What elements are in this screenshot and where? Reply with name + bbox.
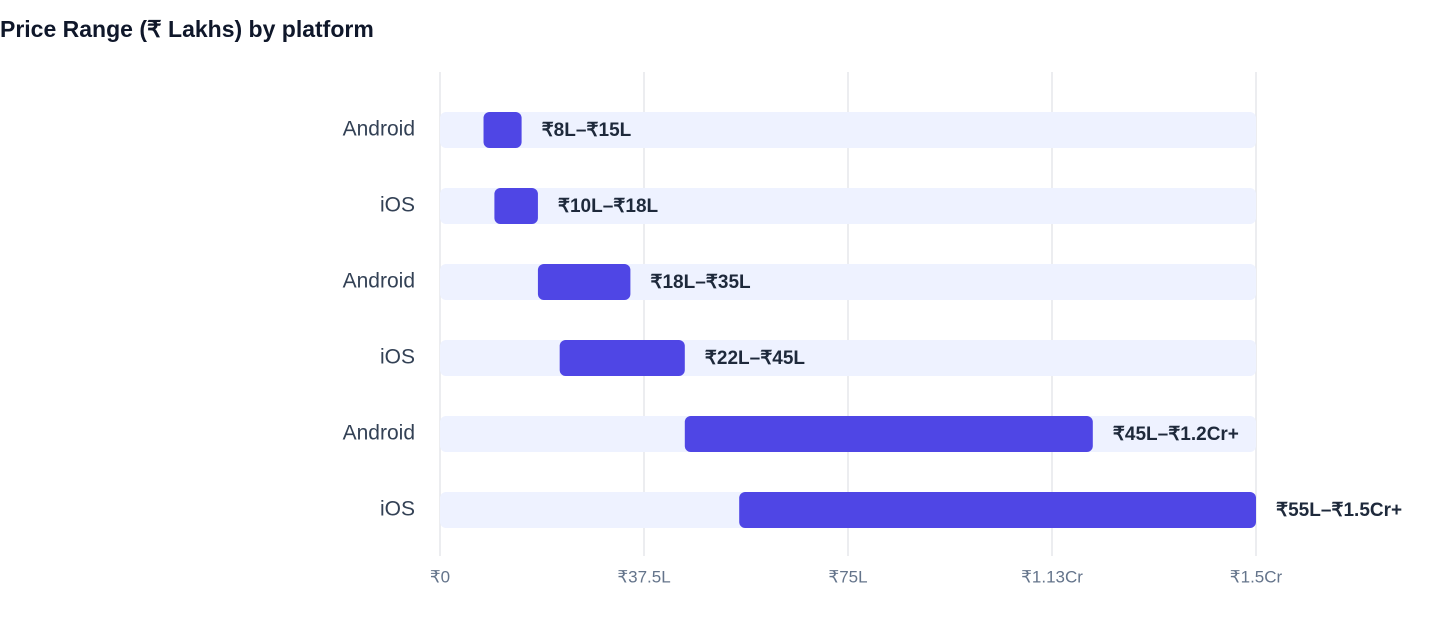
track <box>440 188 1256 224</box>
value-label: ₹45L–₹1.2Cr+ <box>1113 424 1239 445</box>
bar <box>494 188 538 224</box>
y-tick-label: iOS <box>380 346 415 369</box>
bar <box>684 416 1093 452</box>
value-label: ₹22L–₹45L <box>705 348 806 369</box>
bar <box>739 492 1256 528</box>
bar <box>537 264 631 300</box>
x-tick-label: ₹75L <box>828 567 867 586</box>
x-tick-label: ₹1.13Cr <box>1021 567 1083 586</box>
value-label: ₹8L–₹15L <box>542 120 632 141</box>
chart-title: Price Range (₹ Lakhs) by platform <box>0 16 374 42</box>
bar <box>483 112 522 148</box>
bar <box>559 340 685 376</box>
x-tick-label: ₹0 <box>430 567 450 586</box>
y-tick-label: iOS <box>380 194 415 217</box>
value-label: ₹55L–₹1.5Cr+ <box>1276 500 1402 521</box>
value-label: ₹10L–₹18L <box>558 196 659 217</box>
track <box>440 264 1256 300</box>
value-label: ₹18L–₹35L <box>650 272 751 293</box>
y-tick-label: Android <box>343 270 415 293</box>
y-tick-label: Android <box>343 422 415 445</box>
track <box>440 112 1256 148</box>
x-tick-label: ₹1.5Cr <box>1230 567 1283 586</box>
x-tick-label: ₹37.5L <box>617 567 670 586</box>
y-tick-label: Android <box>343 118 415 141</box>
y-tick-label: iOS <box>380 498 415 521</box>
